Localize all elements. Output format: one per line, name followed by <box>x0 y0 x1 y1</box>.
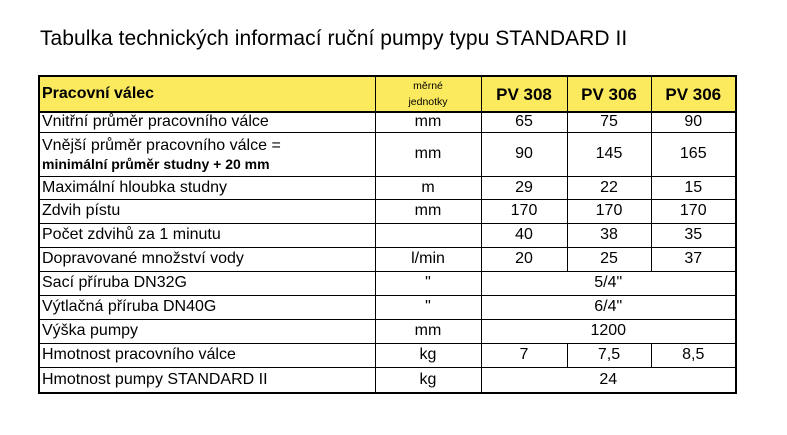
row-unit: m <box>374 175 482 200</box>
row-unit: kg <box>374 342 482 368</box>
row-value: 7,5 <box>566 342 652 368</box>
table-row: Vnitřní průměr pracovního válce mm 65 75… <box>38 111 737 133</box>
technical-info-table: Pracovní válec měrné jednotky PV 308 PV … <box>38 75 737 394</box>
header-units: měrné jednotky <box>374 75 482 113</box>
row-value: 75 <box>566 111 652 133</box>
row-value: 25 <box>566 246 652 272</box>
table-row: Počet zdvihů za 1 minutu 40 38 35 <box>38 222 737 248</box>
row-value: 8,5 <box>650 342 737 368</box>
table-row: Zdvih pístu mm 170 170 170 <box>38 198 737 224</box>
row-label: Maximální hloubka studny <box>38 175 376 200</box>
row-label-line2: minimální průměr studny + 20 mm <box>42 155 270 172</box>
row-label: Dopravované množství vody <box>38 246 376 272</box>
header-units-line2: jednotky <box>408 96 448 108</box>
row-unit: mm <box>374 111 482 133</box>
row-label: Výška pumpy <box>38 318 376 344</box>
row-merged-value: 5/4" <box>480 270 737 296</box>
row-value: 40 <box>480 222 568 248</box>
header-model: PV 306 <box>566 75 652 113</box>
header-model: PV 308 <box>480 75 568 113</box>
table-header-row: Pracovní válec měrné jednotky PV 308 PV … <box>38 75 737 113</box>
row-unit: " <box>374 294 482 320</box>
table-row: Hmotnost pumpy STANDARD II kg 24 <box>38 366 737 394</box>
row-unit <box>374 222 482 248</box>
row-merged-value: 1200 <box>480 318 737 344</box>
row-label: Vnitřní průměr pracovního válce <box>38 111 376 133</box>
row-merged-value: 6/4" <box>480 294 737 320</box>
row-value: 15 <box>650 175 737 200</box>
row-unit: " <box>374 270 482 296</box>
header-units-line1: měrné <box>413 80 443 92</box>
row-value: 65 <box>480 111 568 133</box>
row-value: 20 <box>480 246 568 272</box>
row-value: 22 <box>566 175 652 200</box>
table-row: Sací příruba DN32G " 5/4" <box>38 270 737 296</box>
table-row: Hmotnost pracovního válce kg 7 7,5 8,5 <box>38 342 737 368</box>
row-unit: mm <box>374 131 482 177</box>
row-unit: mm <box>374 198 482 224</box>
row-merged-value: 24 <box>480 366 737 394</box>
row-unit: kg <box>374 366 482 394</box>
table-row: Vnější průměr pracovního válce = minimál… <box>38 131 737 177</box>
table-row: Výška pumpy mm 1200 <box>38 318 737 344</box>
row-value: 7 <box>480 342 568 368</box>
row-value: 37 <box>650 246 737 272</box>
row-label: Sací příruba DN32G <box>38 270 376 296</box>
row-value: 35 <box>650 222 737 248</box>
table-row: Výtlačná příruba DN40G " 6/4" <box>38 294 737 320</box>
page-title: Tabulka technických informací ruční pump… <box>40 27 628 50</box>
row-label: Počet zdvihů za 1 minutu <box>38 222 376 248</box>
row-label: Hmotnost pracovního válce <box>38 342 376 368</box>
row-value: 38 <box>566 222 652 248</box>
row-value: 90 <box>480 131 568 177</box>
row-value: 29 <box>480 175 568 200</box>
row-label: Vnější průměr pracovního válce = minimál… <box>38 131 376 177</box>
row-unit: mm <box>374 318 482 344</box>
row-value: 170 <box>650 198 737 224</box>
row-unit: l/min <box>374 246 482 272</box>
row-value: 170 <box>566 198 652 224</box>
table-row: Maximální hloubka studny m 29 22 15 <box>38 175 737 200</box>
row-label: Hmotnost pumpy STANDARD II <box>38 366 376 394</box>
header-label: Pracovní válec <box>38 75 376 113</box>
row-label: Výtlačná příruba DN40G <box>38 294 376 320</box>
row-value: 145 <box>566 131 652 177</box>
row-value: 170 <box>480 198 568 224</box>
table-row: Dopravované množství vody l/min 20 25 37 <box>38 246 737 272</box>
row-value: 165 <box>650 131 737 177</box>
row-label: Zdvih pístu <box>38 198 376 224</box>
header-model: PV 306 <box>650 75 737 113</box>
row-value: 90 <box>650 111 737 133</box>
row-label-line1: Vnější průměr pracovního válce = <box>42 136 281 154</box>
